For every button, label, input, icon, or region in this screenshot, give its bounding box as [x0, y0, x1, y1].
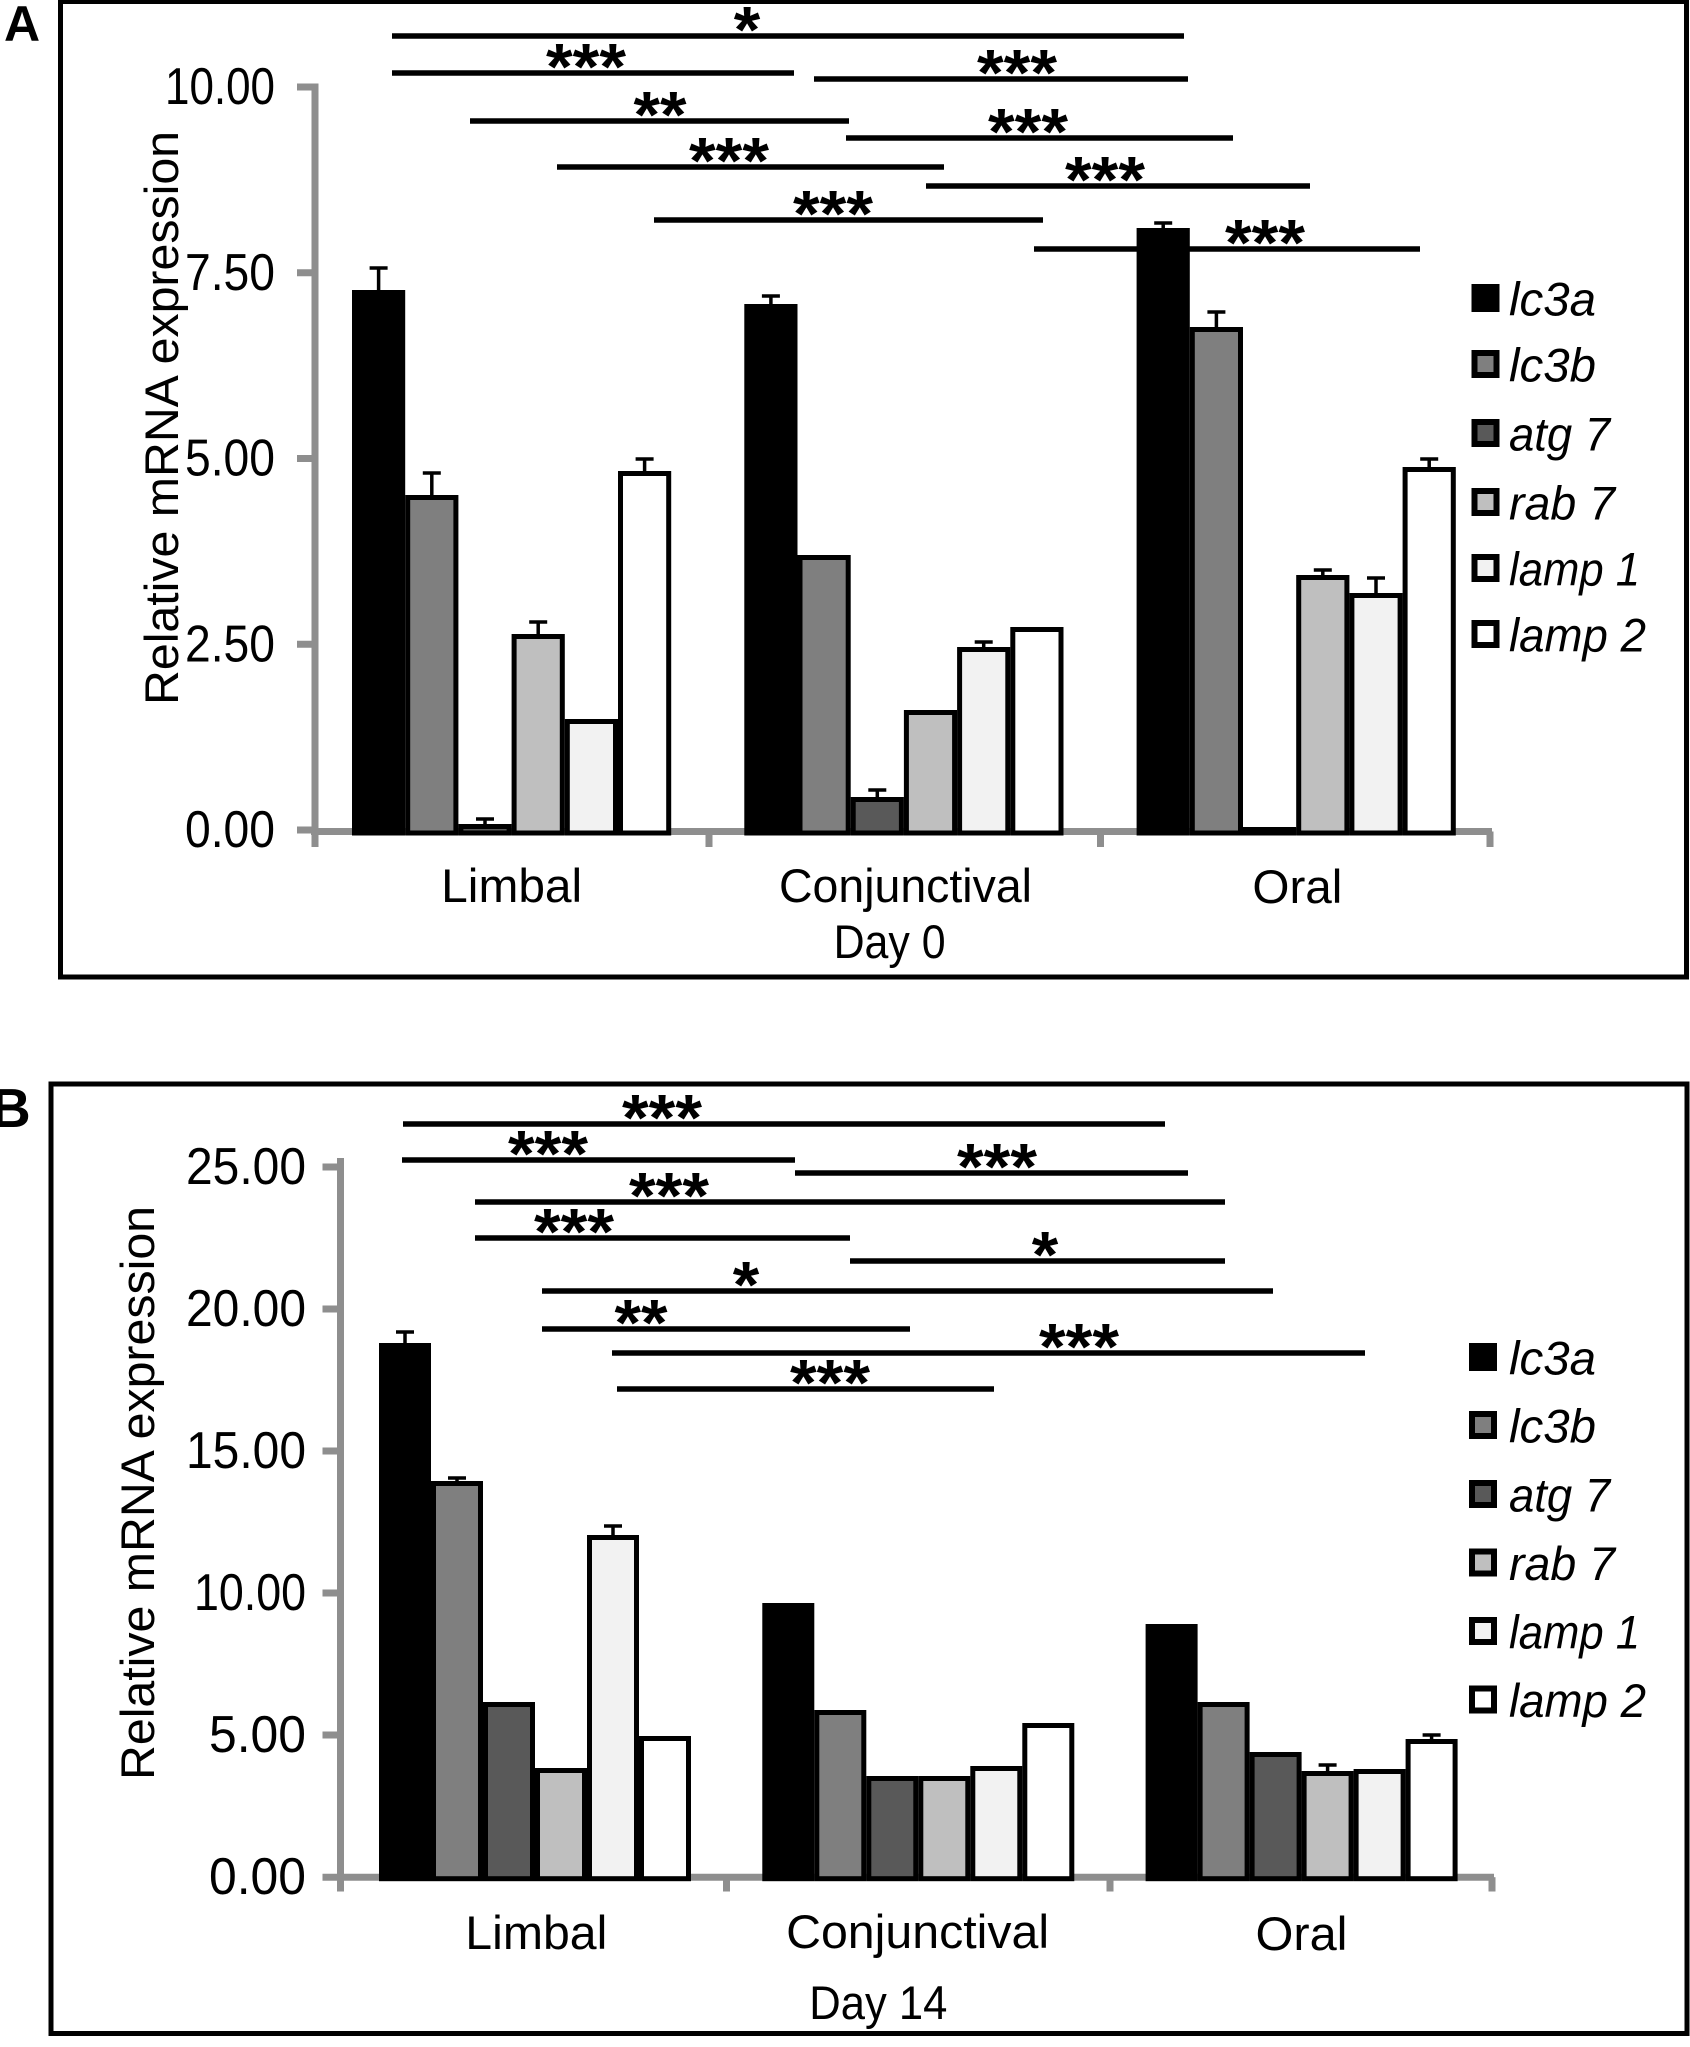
- svg-text:10.00: 10.00: [194, 1564, 306, 1622]
- svg-text:20.00: 20.00: [186, 1280, 306, 1338]
- svg-text:Limbal: Limbal: [465, 1906, 607, 1959]
- svg-text:7.50: 7.50: [185, 244, 275, 302]
- svg-text:***: ***: [1225, 206, 1305, 280]
- svg-text:5.00: 5.00: [209, 1706, 306, 1764]
- svg-text:***: ***: [1065, 143, 1145, 217]
- svg-text:15.00: 15.00: [186, 1422, 306, 1480]
- svg-text:0.00: 0.00: [185, 801, 275, 859]
- svg-text:*: *: [1032, 1218, 1059, 1292]
- svg-text:*: *: [733, 1248, 760, 1322]
- svg-text:***: ***: [629, 1159, 709, 1233]
- svg-text:Relative mRNA expression: Relative mRNA expression: [111, 1206, 164, 1780]
- svg-text:***: ***: [790, 1346, 870, 1420]
- svg-text:10.00: 10.00: [165, 58, 275, 116]
- svg-text:***: ***: [957, 1130, 1037, 1204]
- svg-text:*: *: [734, 0, 761, 67]
- svg-text:***: ***: [508, 1117, 588, 1191]
- svg-text:Conjunctival: Conjunctival: [779, 859, 1032, 912]
- svg-text:lamp 1: lamp 1: [1509, 543, 1640, 596]
- svg-text:lamp 2: lamp 2: [1509, 609, 1646, 662]
- svg-text:***: ***: [977, 36, 1057, 110]
- svg-text:Oral: Oral: [1252, 860, 1342, 913]
- svg-text:A: A: [4, 0, 40, 52]
- svg-text:lc3a: lc3a: [1509, 1332, 1596, 1385]
- svg-text:5.00: 5.00: [185, 430, 275, 488]
- svg-text:lc3a: lc3a: [1509, 273, 1596, 326]
- svg-text:***: ***: [546, 30, 626, 104]
- svg-text:Day 0: Day 0: [834, 915, 946, 968]
- svg-text:***: ***: [1039, 1310, 1119, 1384]
- svg-text:Conjunctival: Conjunctival: [786, 1905, 1049, 1958]
- svg-text:lamp 2: lamp 2: [1509, 1674, 1646, 1727]
- svg-text:lc3b: lc3b: [1509, 1400, 1596, 1453]
- svg-text:0.00: 0.00: [209, 1848, 306, 1906]
- svg-text:2.50: 2.50: [185, 615, 275, 673]
- svg-text:B: B: [0, 1077, 31, 1139]
- svg-text:25.00: 25.00: [186, 1138, 306, 1196]
- svg-text:atg 7: atg 7: [1509, 408, 1612, 461]
- svg-text:**: **: [615, 1286, 668, 1360]
- svg-text:***: ***: [793, 177, 873, 251]
- svg-text:***: ***: [622, 1081, 702, 1155]
- svg-text:Limbal: Limbal: [441, 859, 582, 912]
- svg-text:lamp 1: lamp 1: [1509, 1606, 1640, 1659]
- svg-text:Relative mRNA expression: Relative mRNA expression: [135, 131, 188, 705]
- svg-text:**: **: [634, 78, 687, 152]
- svg-text:Day 14: Day 14: [809, 1976, 947, 2029]
- svg-text:rab 7: rab 7: [1509, 477, 1617, 530]
- svg-text:***: ***: [534, 1195, 614, 1269]
- svg-text:Oral: Oral: [1256, 1907, 1348, 1960]
- svg-text:***: ***: [689, 124, 769, 198]
- svg-text:lc3b: lc3b: [1509, 339, 1596, 392]
- svg-text:atg 7: atg 7: [1509, 1469, 1612, 1522]
- svg-text:rab 7: rab 7: [1509, 1537, 1617, 1590]
- svg-text:***: ***: [988, 95, 1068, 169]
